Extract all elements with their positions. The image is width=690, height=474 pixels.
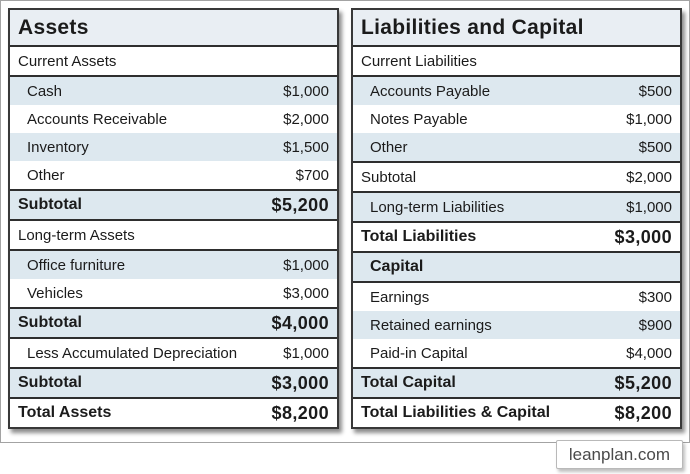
row-label: Earnings (370, 288, 430, 306)
row-value: $4,000 (271, 312, 329, 333)
row-label: Accounts Payable (370, 82, 491, 100)
row-label: Paid-in Capital (370, 344, 468, 362)
row-total-liabilities-and-capital: Total Liabilities & Capital $8,200 (353, 397, 680, 427)
row-value: $1,500 (283, 138, 329, 156)
row-subtotal-long-term: Subtotal $4,000 (10, 307, 337, 337)
row-less-accumulated-depreciation: Less Accumulated Depreciation $1,000 (10, 337, 337, 367)
row-label: Current Liabilities (361, 52, 477, 70)
row-current-assets: Current Assets (10, 45, 337, 75)
row-label: Cash (27, 82, 63, 100)
row-label: Subtotal (361, 168, 417, 186)
row-accounts-payable: Accounts Payable $500 (353, 75, 680, 105)
row-other-assets: Other $700 (10, 161, 337, 189)
row-label: Total Assets (18, 404, 112, 421)
row-label: Vehicles (27, 284, 83, 302)
assets-table-header: Assets (10, 10, 337, 45)
row-value: $3,000 (614, 226, 672, 247)
row-value: $700 (295, 166, 329, 184)
row-value: $1,000 (626, 198, 672, 216)
row-subtotal-current-liabilities: Subtotal $2,000 (353, 161, 680, 191)
row-label: Current Assets (18, 52, 117, 70)
row-value: $3,000 (271, 372, 329, 393)
row-label: Total Liabilities & Capital (361, 404, 551, 421)
watermark-text: leanplan.com (568, 445, 670, 464)
row-label: Less Accumulated Depreciation (27, 344, 238, 362)
row-label: Other (370, 138, 408, 156)
row-subtotal-net-long-term: Subtotal $3,000 (10, 367, 337, 397)
row-value: $300 (638, 288, 672, 306)
row-value: $5,200 (271, 194, 329, 215)
row-label: Subtotal (18, 196, 82, 213)
row-label: Subtotal (18, 314, 82, 331)
row-total-capital: Total Capital $5,200 (353, 367, 680, 397)
row-value: $500 (638, 82, 672, 100)
row-value: $1,000 (283, 256, 329, 274)
row-value: $4,000 (626, 344, 672, 362)
row-value: $1,000 (626, 110, 672, 128)
row-label: Retained earnings (370, 316, 492, 334)
row-label: Accounts Receivable (27, 110, 168, 128)
row-value: $8,200 (271, 402, 329, 423)
row-label: Other (27, 166, 65, 184)
row-current-liabilities: Current Liabilities (353, 45, 680, 75)
row-subtotal-current-assets: Subtotal $5,200 (10, 189, 337, 219)
row-paid-in-capital: Paid-in Capital $4,000 (353, 339, 680, 367)
row-retained-earnings: Retained earnings $900 (353, 311, 680, 339)
row-value: $500 (638, 138, 672, 156)
row-value: $1,000 (283, 344, 329, 362)
row-label: Capital (370, 258, 424, 275)
row-total-assets: Total Assets $8,200 (10, 397, 337, 427)
row-value: $3,000 (283, 284, 329, 302)
row-office-furniture: Office furniture $1,000 (10, 249, 337, 279)
row-label: Total Capital (361, 374, 456, 391)
row-value: $8,200 (614, 402, 672, 423)
row-cash: Cash $1,000 (10, 75, 337, 105)
row-accounts-receivable: Accounts Receivable $2,000 (10, 105, 337, 133)
row-label: Inventory (27, 138, 89, 156)
row-capital-section: Capital (353, 251, 680, 281)
row-label: Subtotal (18, 374, 82, 391)
leanplan-watermark: leanplan.com (555, 440, 683, 469)
row-long-term-assets: Long-term Assets (10, 219, 337, 249)
row-vehicles: Vehicles $3,000 (10, 279, 337, 307)
row-total-liabilities: Total Liabilities $3,000 (353, 221, 680, 251)
row-long-term-liabilities: Long-term Liabilities $1,000 (353, 191, 680, 221)
assets-title: Assets (18, 15, 89, 39)
row-inventory: Inventory $1,500 (10, 133, 337, 161)
row-earnings: Earnings $300 (353, 281, 680, 311)
liabilities-title: Liabilities and Capital (361, 15, 584, 39)
liabilities-table-header: Liabilities and Capital (353, 10, 680, 45)
row-label: Long-term Assets (18, 226, 135, 244)
row-value: $2,000 (283, 110, 329, 128)
row-value: $5,200 (614, 372, 672, 393)
liabilities-capital-table: Liabilities and Capital Current Liabilit… (351, 8, 682, 429)
row-label: Notes Payable (370, 110, 468, 128)
row-value: $1,000 (283, 82, 329, 100)
row-notes-payable: Notes Payable $1,000 (353, 105, 680, 133)
row-label: Total Liabilities (361, 228, 477, 245)
row-label: Long-term Liabilities (370, 198, 505, 216)
row-value: $2,000 (626, 168, 672, 186)
row-label: Office furniture (27, 256, 126, 274)
assets-table: Assets Current Assets Cash $1,000 Accoun… (8, 8, 339, 429)
row-value: $900 (638, 316, 672, 334)
row-other-liabilities: Other $500 (353, 133, 680, 161)
